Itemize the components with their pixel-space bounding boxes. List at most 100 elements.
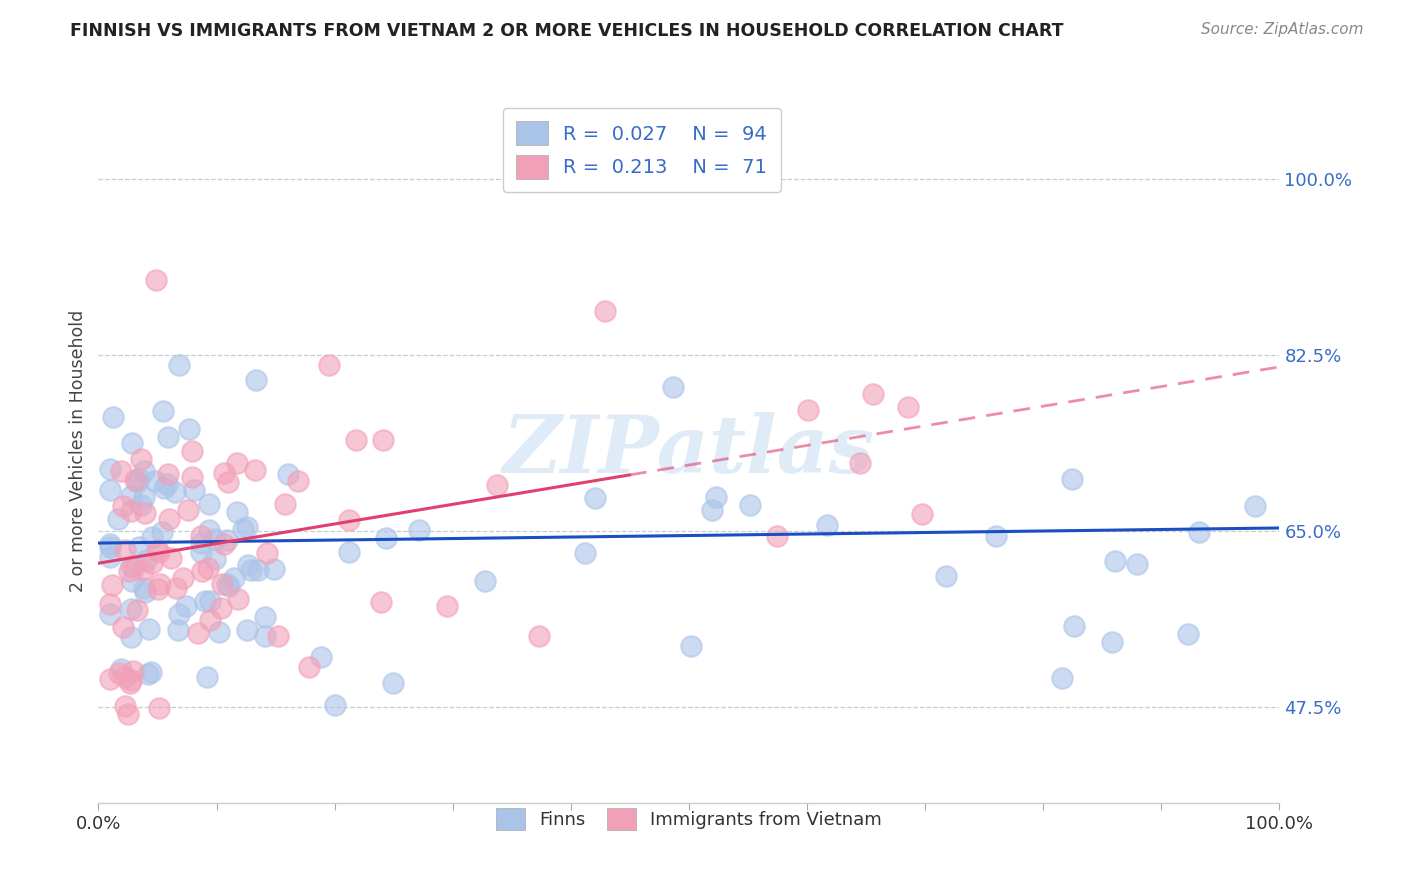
Point xyxy=(191,564,214,578)
Point xyxy=(373,433,395,447)
Y-axis label: 2 or more Vehicles in Household: 2 or more Vehicles in Household xyxy=(69,310,87,591)
Point xyxy=(172,571,194,585)
Point xyxy=(134,464,156,478)
Point xyxy=(138,622,160,636)
Point xyxy=(169,358,191,372)
Point xyxy=(815,517,838,532)
Point xyxy=(131,452,153,467)
Point xyxy=(138,666,160,681)
Point xyxy=(150,525,173,540)
Point xyxy=(263,562,285,576)
Point xyxy=(134,506,156,520)
Point xyxy=(98,672,121,686)
Point xyxy=(226,505,249,519)
Point xyxy=(156,476,179,491)
Point xyxy=(143,475,166,489)
Point xyxy=(662,380,685,394)
Point xyxy=(226,591,249,606)
Point xyxy=(132,581,155,595)
Point xyxy=(1101,635,1123,649)
Point xyxy=(370,595,392,609)
Point xyxy=(217,533,239,548)
Point xyxy=(118,564,141,578)
Point xyxy=(236,520,259,534)
Point xyxy=(198,594,221,608)
Point xyxy=(135,553,157,567)
Point xyxy=(208,624,231,639)
Point xyxy=(141,665,163,680)
Point xyxy=(149,577,172,591)
Point xyxy=(344,433,367,447)
Point xyxy=(236,623,259,637)
Point xyxy=(194,593,217,607)
Point xyxy=(911,508,934,522)
Legend: Finns, Immigrants from Vietnam: Finns, Immigrants from Vietnam xyxy=(484,796,894,843)
Point xyxy=(120,630,142,644)
Point xyxy=(152,481,174,495)
Point xyxy=(160,551,183,566)
Point xyxy=(474,574,496,588)
Point xyxy=(1050,671,1073,685)
Point xyxy=(114,543,136,558)
Point xyxy=(148,545,170,559)
Point xyxy=(204,552,226,566)
Point xyxy=(177,503,200,517)
Point xyxy=(204,533,226,547)
Point xyxy=(107,512,129,526)
Point xyxy=(218,579,240,593)
Point xyxy=(240,563,263,577)
Point xyxy=(273,497,295,511)
Point xyxy=(181,444,204,458)
Point xyxy=(1188,524,1211,539)
Point xyxy=(98,607,121,621)
Point xyxy=(215,577,238,591)
Point xyxy=(174,599,197,613)
Point xyxy=(277,467,299,482)
Point xyxy=(180,470,202,484)
Point xyxy=(382,676,405,690)
Point xyxy=(527,629,550,643)
Point xyxy=(108,666,131,681)
Point xyxy=(146,582,169,596)
Point xyxy=(197,561,219,575)
Point xyxy=(1126,557,1149,571)
Point xyxy=(127,603,149,617)
Point xyxy=(101,409,124,424)
Point xyxy=(198,497,221,511)
Point xyxy=(120,504,142,518)
Point xyxy=(681,640,703,654)
Point xyxy=(211,577,233,591)
Point xyxy=(110,662,132,676)
Point xyxy=(134,585,156,599)
Point xyxy=(267,629,290,643)
Point xyxy=(254,610,277,624)
Point xyxy=(121,435,143,450)
Point xyxy=(1063,619,1085,633)
Point xyxy=(1177,627,1199,641)
Point xyxy=(862,387,884,401)
Point xyxy=(232,522,254,536)
Point xyxy=(157,467,180,481)
Point xyxy=(187,626,209,640)
Point xyxy=(436,599,458,614)
Point xyxy=(337,545,360,559)
Point xyxy=(98,540,121,554)
Point xyxy=(112,620,135,634)
Point xyxy=(165,581,187,595)
Point xyxy=(287,475,309,489)
Point xyxy=(124,474,146,488)
Text: ZIPatlas: ZIPatlas xyxy=(503,412,875,489)
Point xyxy=(765,528,787,542)
Point xyxy=(318,358,340,372)
Point xyxy=(738,498,761,512)
Point xyxy=(122,559,145,574)
Point xyxy=(98,549,121,564)
Point xyxy=(177,422,200,436)
Point xyxy=(323,698,346,713)
Point xyxy=(190,535,212,549)
Point xyxy=(984,529,1007,543)
Point xyxy=(337,513,360,527)
Point xyxy=(120,676,142,690)
Point xyxy=(120,489,142,503)
Point xyxy=(152,404,174,418)
